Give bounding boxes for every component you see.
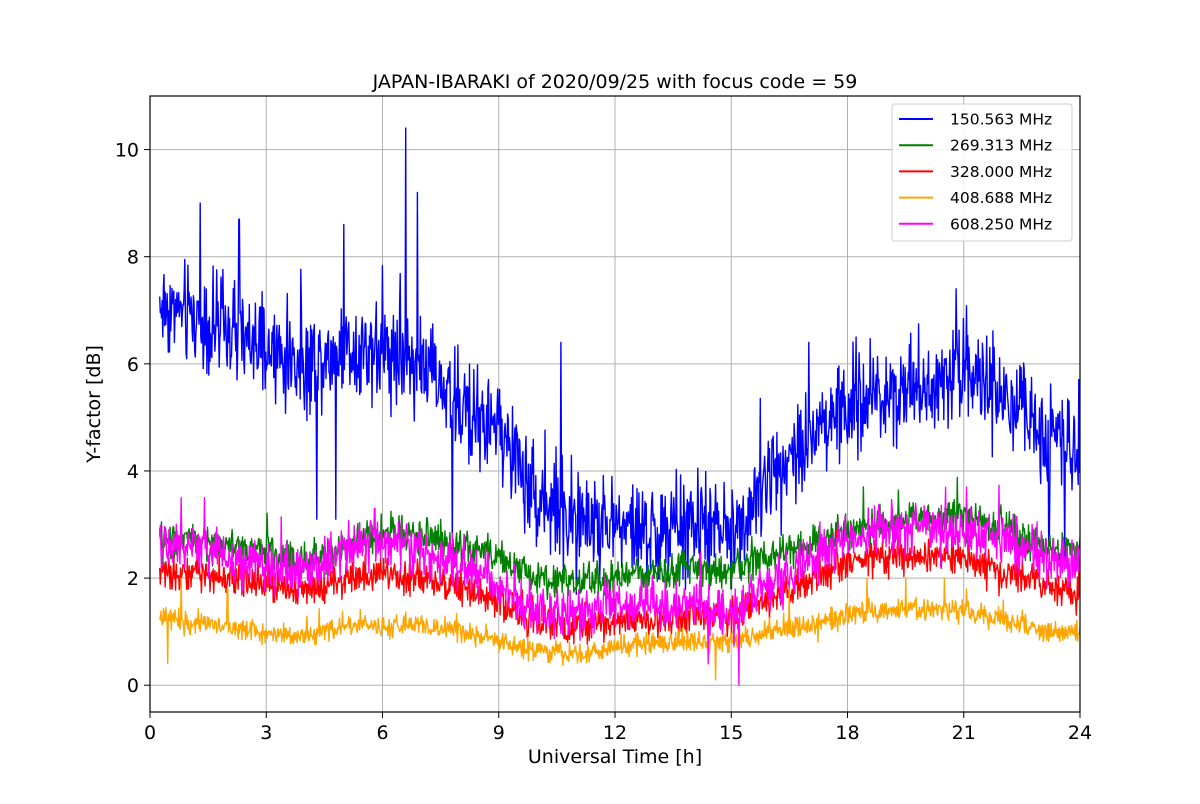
y-tick-label: 2 xyxy=(127,568,139,590)
y-axis-ticks: 0 2 4 6 8 10 xyxy=(115,140,150,697)
chart-title: JAPAN-IBARAKI of 2020/09/25 with focus c… xyxy=(372,71,858,93)
x-tick-label: 0 xyxy=(144,722,156,744)
x-tick-label: 12 xyxy=(603,722,627,744)
y-tick-label: 8 xyxy=(127,247,139,269)
x-axis-ticks: 0 3 6 9 12 15 18 21 24 xyxy=(144,712,1092,744)
legend-label: 608.250 MHz xyxy=(950,215,1052,233)
x-tick-label: 9 xyxy=(493,722,505,744)
x-tick-label: 15 xyxy=(719,722,743,744)
x-tick-label: 21 xyxy=(952,722,976,744)
series-group xyxy=(159,127,1080,686)
y-axis-label: Y-factor [dB] xyxy=(83,345,105,464)
series-line xyxy=(159,127,1080,595)
x-tick-label: 18 xyxy=(835,722,859,744)
legend-label: 150.563 MHz xyxy=(950,111,1052,129)
x-tick-label: 24 xyxy=(1068,722,1092,744)
x-tick-label: 6 xyxy=(376,722,388,744)
y-tick-label: 6 xyxy=(127,354,139,376)
legend-frame xyxy=(891,103,1073,242)
series-line xyxy=(159,529,1080,645)
y-tick-label: 0 xyxy=(127,675,139,697)
series-line xyxy=(159,577,1080,681)
x-tick-label: 3 xyxy=(260,722,272,744)
legend-label: 328.000 MHz xyxy=(950,163,1052,181)
y-tick-label: 4 xyxy=(127,461,139,483)
legend-label: 269.313 MHz xyxy=(950,137,1052,155)
series-line xyxy=(159,484,1080,686)
x-axis-label: Universal Time [h] xyxy=(528,746,702,768)
legend: 150.563 MHz 269.313 MHz 328.000 MHz 408.688… xyxy=(891,103,1073,242)
legend-label: 408.688 MHz xyxy=(950,189,1052,207)
y-tick-label: 10 xyxy=(115,140,139,162)
